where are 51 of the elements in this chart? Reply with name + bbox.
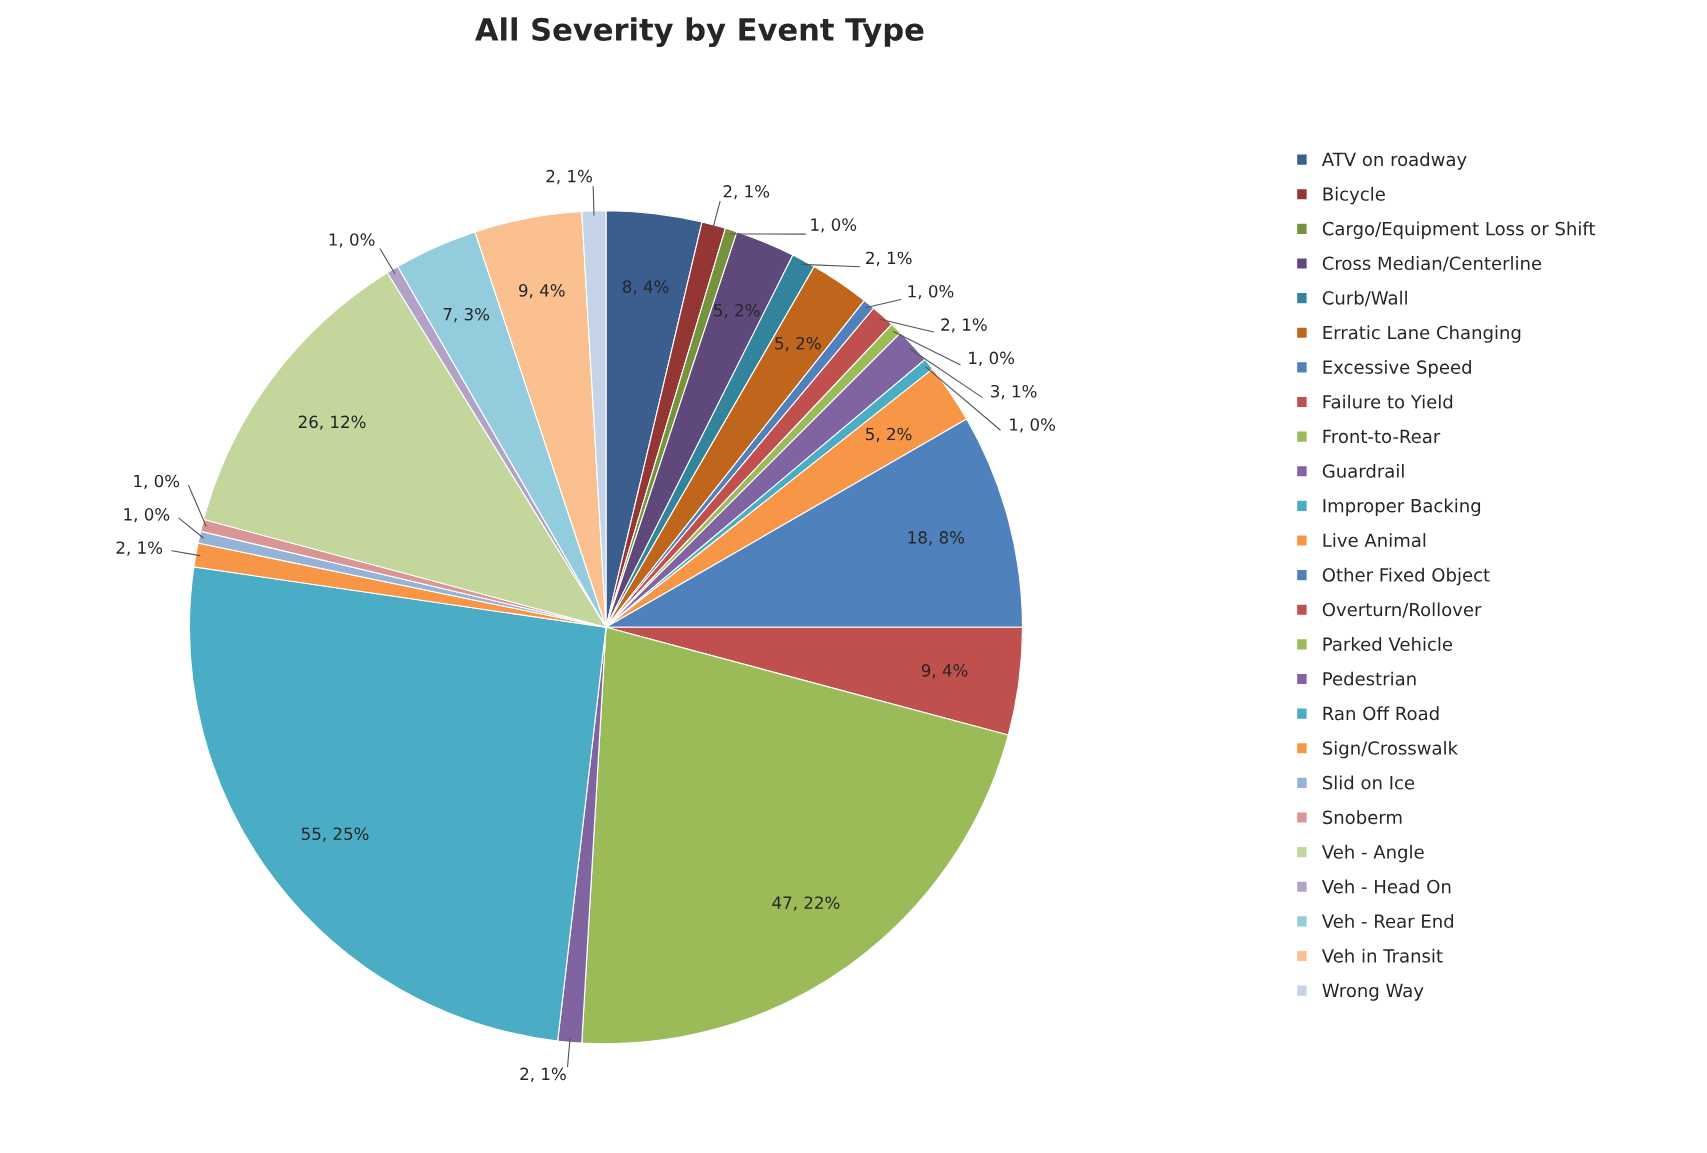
data-label: 1, 0% (908, 284, 954, 300)
legend-label: Cross Median/Centerline (1322, 256, 1542, 272)
legend-label: Parked Vehicle (1323, 637, 1453, 651)
data-label: 2, 1% (866, 251, 912, 266)
legend-label: Excessive Speed (1323, 360, 1471, 378)
legend-label: Curb/Wall (1322, 290, 1407, 307)
legend-label: Live Animal (1323, 533, 1426, 548)
data-label: 9, 4% (921, 664, 968, 679)
legend-label: Veh - Rear End (1321, 914, 1454, 929)
legend-label: ATV on roadway (1321, 152, 1467, 170)
data-label: 9, 4% (519, 284, 565, 299)
legend-label: Bicycle (1323, 186, 1385, 205)
legend-label: Front-to-Rear (1323, 429, 1441, 444)
legend-label: Snoberm (1322, 810, 1402, 825)
data-label: 18, 8% (908, 531, 965, 546)
data-label: 1, 0% (134, 474, 180, 490)
legend-label: Wrong Way (1322, 983, 1424, 1001)
data-label: 1, 0% (811, 218, 857, 233)
data-label: 5, 2% (775, 336, 821, 352)
data-label: 2, 1% (546, 169, 592, 185)
data-label: 26, 12% (298, 415, 366, 430)
data-label: 3, 1% (991, 384, 1037, 400)
legend-label: Pedestrian (1323, 671, 1416, 686)
legend-label: Other Fixed Object (1322, 567, 1490, 586)
legend-label: Veh - Head On (1321, 879, 1451, 894)
data-label: 1, 0% (329, 233, 375, 248)
data-label: 2, 1% (723, 185, 770, 200)
legend-label: Veh - Angle (1321, 844, 1424, 863)
legend-label: Failure to Yield (1323, 394, 1453, 409)
data-label: 2, 1% (941, 318, 987, 333)
legend-label: Improper Backing (1323, 498, 1481, 516)
data-label: 2, 1% (116, 541, 163, 556)
legend-label: Erratic Lane Changing (1323, 325, 1521, 343)
data-label: 2, 1% (520, 1067, 566, 1082)
legend-label: Slid on Ice (1322, 775, 1415, 790)
data-label: 8, 4% (622, 280, 669, 295)
legend-label: Overturn/Rollover (1322, 602, 1482, 618)
data-label: 1, 0% (124, 508, 170, 523)
legend-label: Veh in Transit (1321, 948, 1443, 963)
legend-label: Sign/Crosswalk (1322, 740, 1458, 759)
legend-label: Guardrail (1322, 463, 1404, 478)
data-label: 5, 2% (866, 427, 912, 442)
chart-title: All Severity by Event Type (475, 17, 924, 48)
data-label: 7, 3% (443, 307, 490, 323)
data-label: 47, 22% (772, 896, 840, 911)
data-label: 1, 0% (969, 351, 1015, 366)
data-label: 55, 25% (301, 827, 369, 842)
data-label: 1, 0% (1010, 418, 1055, 433)
legend-label: Cargo/Equipment Loss or Shift (1322, 221, 1596, 239)
legend-label: Ran Off Road (1323, 706, 1439, 721)
data-label: 5, 2% (714, 303, 760, 319)
